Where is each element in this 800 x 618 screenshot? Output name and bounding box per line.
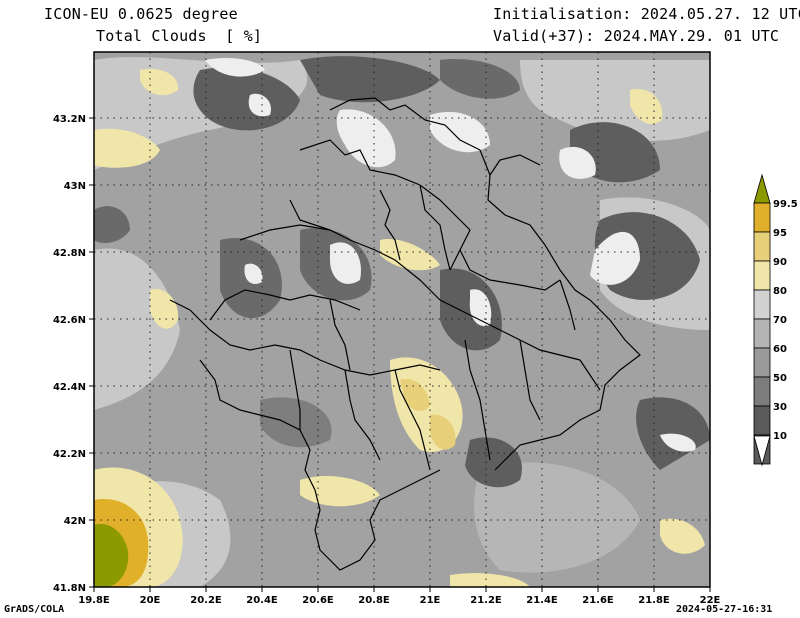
lon-tick-label: 21.8E — [638, 595, 670, 606]
lat-tick-label: 43.2N — [53, 114, 86, 125]
lon-tick-label: 22E — [700, 595, 721, 606]
legend-bottom-arrow — [753, 435, 771, 467]
lon-ticks — [93, 587, 711, 592]
lon-tick-label: 21E — [420, 595, 441, 606]
lat-tick-label: 42.6N — [53, 315, 86, 326]
legend-label: 60 — [773, 344, 787, 355]
legend-label: 50 — [773, 373, 787, 384]
timestamp: 2024-05-27-16:31 — [676, 604, 773, 615]
legend-swatch — [753, 405, 771, 436]
lon-tick-label: 19.8E — [78, 595, 110, 606]
legend-label: 30 — [773, 402, 787, 413]
legend-label: 80 — [773, 286, 787, 297]
legend: 99.5 95 90 80 70 60 50 30 10 — [753, 173, 798, 467]
legend-swatch — [753, 231, 771, 262]
lon-tick-label: 20.8E — [358, 595, 390, 606]
lon-tick-label: 20.4E — [246, 595, 278, 606]
lat-tick-label: 42N — [64, 516, 86, 527]
field-title: Total Clouds [ %] — [96, 27, 263, 45]
credit: GrADS/COLA — [4, 604, 65, 615]
legend-swatch — [753, 260, 771, 291]
lat-tick-label: 43N — [64, 181, 86, 192]
lon-tick-label: 21.4E — [526, 595, 558, 606]
lon-tick-label: 21.2E — [470, 595, 502, 606]
legend-swatch — [753, 289, 771, 320]
legend-swatch — [753, 376, 771, 407]
lon-tick-label: 20.2E — [190, 595, 222, 606]
lat-tick-label: 42.4N — [53, 382, 86, 393]
legend-label: 90 — [773, 257, 787, 268]
legend-label: 99.5 — [773, 199, 798, 210]
lat-ticks — [89, 117, 94, 588]
lon-tick-label: 20.6E — [302, 595, 334, 606]
legend-swatch — [753, 202, 771, 233]
legend-label: 95 — [773, 228, 787, 239]
lat-tick-label: 41.8N — [53, 583, 86, 594]
lat-tick-label: 42.8N — [53, 248, 86, 259]
legend-label: 70 — [773, 315, 787, 326]
legend-swatch — [753, 318, 771, 349]
model-title: ICON-EU 0.0625 degree — [44, 5, 238, 23]
cloud-field — [94, 52, 710, 587]
legend-swatch — [753, 347, 771, 378]
init-time: Initialisation: 2024.05.27. 12 UTC — [493, 5, 800, 23]
valid-time: Valid(+37): 2024.MAY.29. 01 UTC — [493, 27, 780, 45]
grid — [94, 52, 710, 587]
legend-label: 10 — [773, 431, 787, 442]
legend-top-arrow — [753, 173, 771, 204]
lon-tick-label: 21.6E — [582, 595, 614, 606]
lat-tick-label: 42.2N — [53, 449, 86, 460]
lon-tick-label: 20E — [140, 595, 161, 606]
